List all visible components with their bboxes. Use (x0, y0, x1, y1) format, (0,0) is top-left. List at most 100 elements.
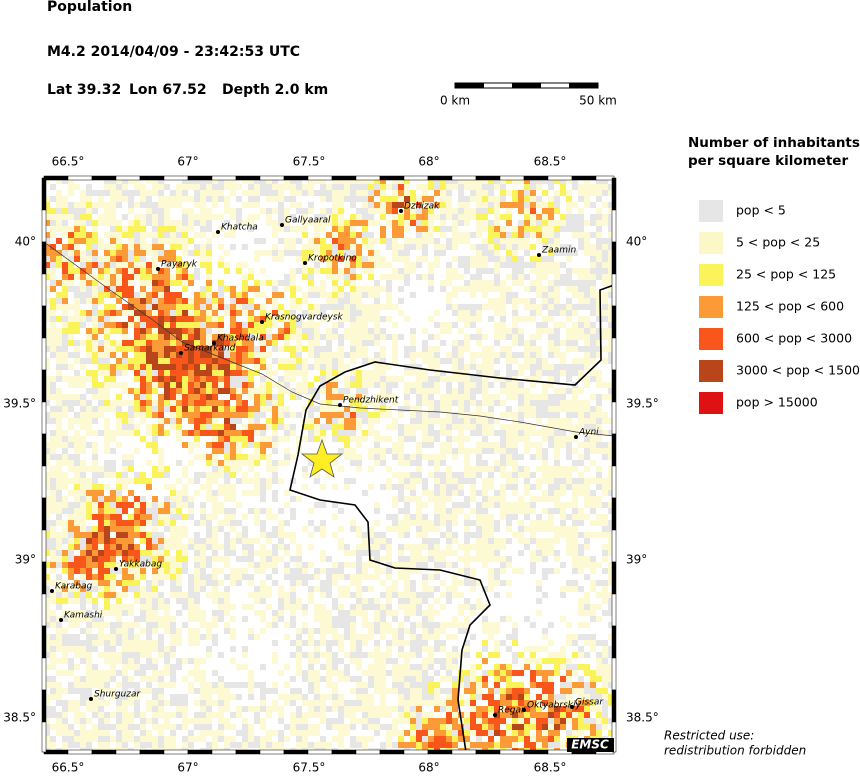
raster-cell (602, 562, 608, 568)
legend-label: 5 < pop < 25 (736, 235, 820, 250)
raster-cell (50, 562, 56, 568)
raster-cell (536, 226, 542, 232)
raster-cell (500, 430, 506, 436)
raster-cell (254, 298, 260, 304)
raster-cell (140, 496, 146, 502)
raster-cell (494, 406, 500, 412)
raster-cell (170, 604, 176, 610)
raster-cell (272, 532, 278, 538)
raster-cell (482, 592, 488, 598)
raster-cell (146, 388, 152, 394)
raster-cell (314, 352, 320, 358)
raster-cell (86, 292, 92, 298)
raster-cell (164, 508, 170, 514)
raster-cell (296, 556, 302, 562)
raster-cell (248, 376, 254, 382)
raster-cell (494, 586, 500, 592)
raster-cell (542, 454, 548, 460)
raster-cell (584, 580, 590, 586)
raster-cell (392, 484, 398, 490)
raster-cell (188, 502, 194, 508)
raster-cell (176, 334, 182, 340)
raster-cell (500, 340, 506, 346)
raster-cell (314, 394, 320, 400)
raster-cell (170, 628, 176, 634)
raster-cell (200, 352, 206, 358)
raster-cell (536, 340, 542, 346)
raster-cell (140, 562, 146, 568)
raster-cell (272, 292, 278, 298)
raster-cell (164, 388, 170, 394)
raster-cell (212, 220, 218, 226)
raster-cell (218, 598, 224, 604)
raster-cell (290, 478, 296, 484)
raster-cell (434, 274, 440, 280)
raster-cell (494, 364, 500, 370)
raster-cell (92, 400, 98, 406)
raster-cell (158, 610, 164, 616)
raster-cell (146, 196, 152, 202)
raster-cell (524, 652, 530, 658)
raster-cell (86, 268, 92, 274)
raster-cell (230, 598, 236, 604)
raster-cell (152, 604, 158, 610)
raster-cell (590, 634, 596, 640)
raster-cell (506, 214, 512, 220)
raster-cell (116, 436, 122, 442)
raster-cell (224, 244, 230, 250)
raster-cell (170, 448, 176, 454)
raster-cell (392, 412, 398, 418)
raster-cell (170, 382, 176, 388)
raster-cell (524, 334, 530, 340)
raster-cell (122, 652, 128, 658)
raster-cell (560, 376, 566, 382)
raster-cell (242, 226, 248, 232)
raster-cell (200, 604, 206, 610)
raster-cell (104, 640, 110, 646)
raster-cell (434, 376, 440, 382)
raster-cell (380, 178, 386, 184)
raster-cell (440, 598, 446, 604)
raster-cell (320, 190, 326, 196)
raster-cell (194, 520, 200, 526)
raster-cell (56, 604, 62, 610)
raster-cell (572, 220, 578, 226)
raster-cell (494, 238, 500, 244)
raster-cell (164, 382, 170, 388)
raster-cell (350, 214, 356, 220)
raster-cell (248, 442, 254, 448)
raster-cell (236, 190, 242, 196)
raster-cell (74, 592, 80, 598)
raster-cell (242, 562, 248, 568)
raster-cell (548, 646, 554, 652)
raster-cell (158, 214, 164, 220)
raster-cell (170, 352, 176, 358)
raster-cell (182, 352, 188, 358)
raster-cell (104, 364, 110, 370)
raster-cell (74, 400, 80, 406)
raster-cell (140, 376, 146, 382)
raster-cell (458, 256, 464, 262)
raster-cell (122, 322, 128, 328)
raster-cell (392, 298, 398, 304)
raster-cell (176, 328, 182, 334)
raster-cell (248, 430, 254, 436)
raster-cell (50, 220, 56, 226)
raster-cell (602, 268, 608, 274)
raster-cell (68, 412, 74, 418)
raster-cell (410, 214, 416, 220)
legend-label: 125 < pop < 600 (736, 299, 844, 314)
raster-cell (524, 460, 530, 466)
raster-cell (50, 280, 56, 286)
raster-cell (242, 292, 248, 298)
raster-cell (182, 496, 188, 502)
raster-cell (572, 190, 578, 196)
raster-cell (374, 514, 380, 520)
raster-cell (248, 280, 254, 286)
raster-cell (164, 346, 170, 352)
raster-cell (404, 304, 410, 310)
raster-cell (530, 298, 536, 304)
raster-cell (566, 238, 572, 244)
raster-cell (344, 544, 350, 550)
raster-cell (62, 382, 68, 388)
